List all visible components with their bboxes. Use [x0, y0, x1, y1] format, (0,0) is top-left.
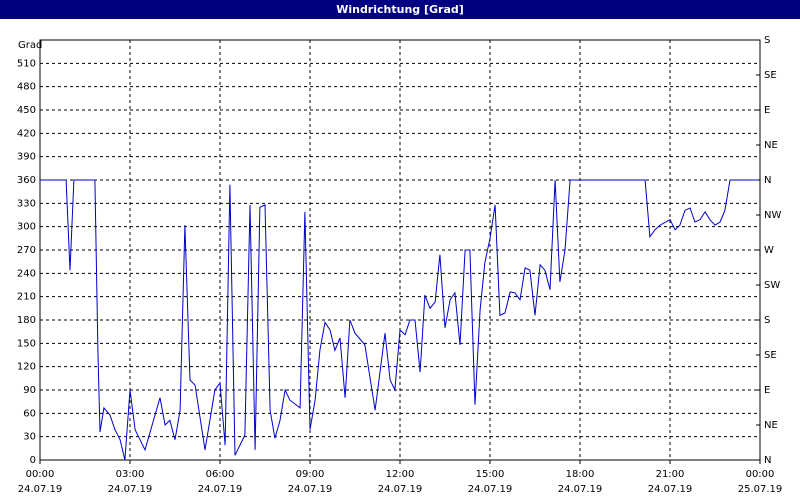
x-tick-label: 18:00 [566, 469, 595, 480]
plot-frame [39, 39, 761, 461]
y2-tick-label: NW [764, 210, 781, 221]
y-tick-label: 90 [23, 385, 36, 396]
x-tick-label: 03:00 [116, 469, 145, 480]
x-tick-sublabel: 24.07.19 [378, 484, 423, 495]
x-tick-sublabel: 25.07.19 [738, 484, 783, 495]
x-tick-label: 00:00 [746, 469, 775, 480]
x-tick-sublabel: 24.07.19 [18, 484, 63, 495]
y-tick-label: 0 [30, 455, 36, 466]
y2-tick-label: E [764, 105, 770, 116]
y2-tick-label: SE [764, 70, 777, 81]
y2-tick-label: N [764, 455, 771, 466]
y-tick-label: 270 [17, 245, 36, 256]
y-tick-label: 210 [17, 292, 36, 303]
window-title: Windrichtung [Grad] [336, 3, 464, 16]
title-bar [0, 0, 800, 19]
y-tick-label: 480 [17, 82, 36, 93]
x-tick-sublabel: 24.07.19 [108, 484, 153, 495]
y-tick-label: 510 [17, 58, 36, 69]
x-tick-label: 09:00 [296, 469, 325, 480]
x-tick-sublabel: 24.07.19 [468, 484, 513, 495]
x-tick-sublabel: 24.07.19 [648, 484, 693, 495]
y2-tick-label: S [764, 35, 770, 46]
y-tick-label: 240 [17, 268, 36, 279]
y2-tick-label: W [764, 245, 774, 256]
data-line [40, 179, 758, 461]
y-tick-label: 450 [17, 105, 36, 116]
x-tick-label: 21:00 [656, 469, 685, 480]
y-tick-label: 120 [17, 362, 36, 373]
y-tick-label: 300 [17, 222, 36, 233]
y2-tick-label: N [764, 175, 771, 186]
x-tick-sublabel: 24.07.19 [198, 484, 243, 495]
y-axis-label: Grad [18, 40, 42, 51]
y-tick-label: 420 [17, 128, 36, 139]
y-tick-label: 30 [23, 432, 36, 443]
y-tick-label: 390 [17, 152, 36, 163]
y2-tick-label: S [764, 315, 770, 326]
y-tick-label: 180 [17, 315, 36, 326]
y2-tick-label: SE [764, 350, 777, 361]
y-tick-label: 150 [17, 338, 36, 349]
y-tick-label: 360 [17, 175, 36, 186]
x-tick-sublabel: 24.07.19 [558, 484, 603, 495]
y-tick-label: 330 [17, 198, 36, 209]
y2-tick-label: SW [764, 280, 780, 291]
x-tick-label: 00:00 [26, 469, 55, 480]
x-tick-sublabel: 24.07.19 [288, 484, 333, 495]
x-tick-label: 15:00 [476, 469, 505, 480]
y2-tick-label: NE [764, 420, 778, 431]
y2-tick-label: E [764, 385, 770, 396]
x-tick-label: 06:00 [206, 469, 235, 480]
y-tick-label: 60 [23, 408, 36, 419]
x-tick-label: 12:00 [386, 469, 415, 480]
y2-tick-label: NE [764, 140, 778, 151]
